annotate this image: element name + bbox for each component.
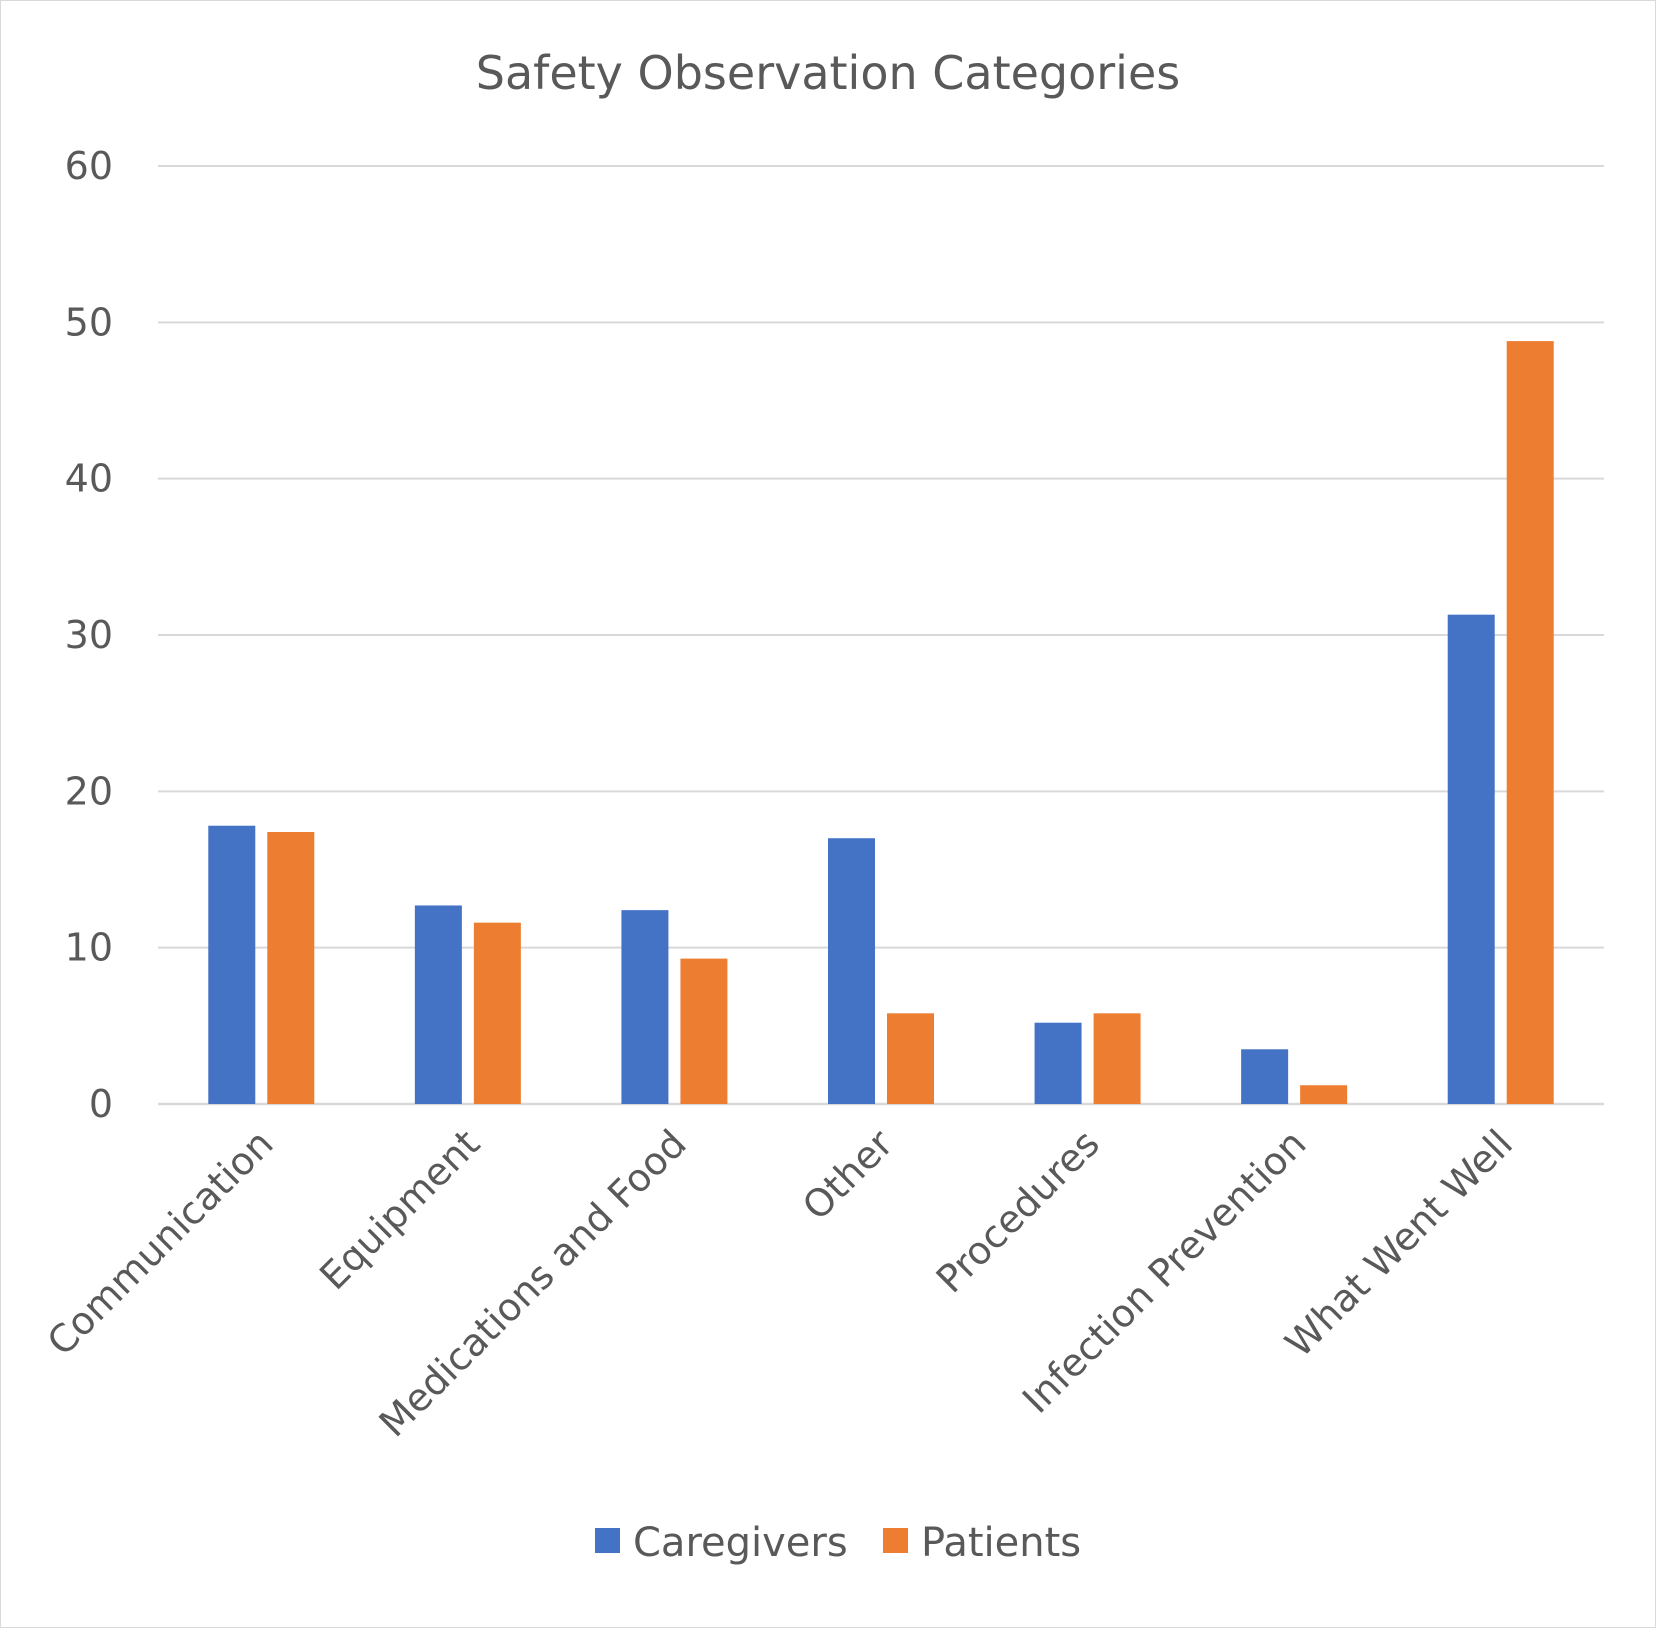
bar-caregivers-5	[1241, 1049, 1289, 1104]
chart-title: Safety Observation Categories	[476, 46, 1180, 100]
x-tick-label: Other	[794, 1121, 902, 1229]
y-tick-label: 40	[65, 457, 113, 501]
x-tick-label: Equipment	[311, 1121, 488, 1298]
y-tick-label: 20	[65, 769, 113, 813]
bar-caregivers-4	[1034, 1022, 1082, 1104]
bar-caregivers-6	[1447, 614, 1495, 1104]
y-tick-label: 30	[65, 613, 113, 657]
bars	[208, 341, 1554, 1104]
gridlines	[158, 165, 1604, 1106]
y-tick-label: 10	[65, 926, 113, 970]
bar-caregivers-2	[621, 910, 669, 1104]
legend-label-caregivers: Caregivers	[633, 1520, 848, 1566]
bar-patients-6	[1506, 341, 1554, 1104]
legend-label-patients: Patients	[921, 1520, 1081, 1566]
legend-swatch-patients	[883, 1528, 908, 1553]
x-tick-label: Procedures	[928, 1121, 1108, 1301]
bar-patients-3	[887, 1013, 934, 1104]
legend-swatch-caregivers	[595, 1528, 620, 1553]
bar-patients-5	[1300, 1085, 1348, 1104]
y-tick-label: 60	[65, 144, 113, 188]
bar-caregivers-0	[208, 825, 256, 1104]
legend: Caregivers Patients	[595, 1520, 1081, 1566]
y-axis-ticks: 0 10 20 30 40 50 60	[65, 144, 113, 1126]
bar-patients-1	[473, 922, 521, 1104]
bar-caregivers-3	[828, 838, 875, 1104]
x-tick-label: Communication	[39, 1121, 282, 1364]
x-tick-label: What Went Well	[1277, 1121, 1521, 1365]
y-tick-label: 0	[89, 1082, 113, 1126]
bar-caregivers-1	[414, 905, 462, 1104]
y-tick-label: 50	[65, 300, 113, 344]
bar-patients-2	[680, 958, 728, 1104]
bar-patients-0	[267, 831, 315, 1104]
bar-patients-4	[1093, 1013, 1141, 1104]
